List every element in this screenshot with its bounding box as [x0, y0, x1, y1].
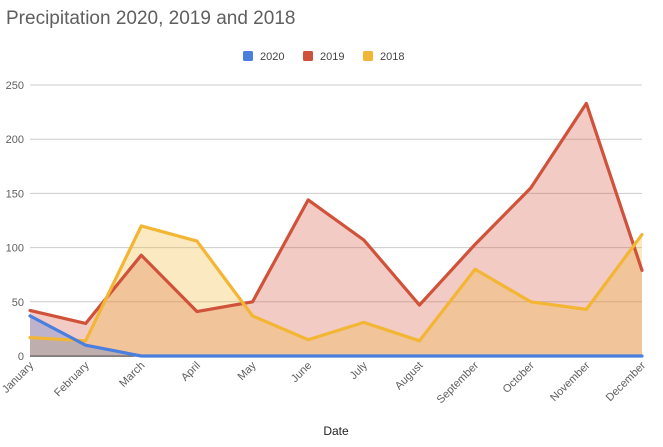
x-tick-label: October [501, 359, 537, 395]
legend-item-2020[interactable]: 2020 [243, 51, 284, 63]
series-lines [28, 101, 644, 358]
x-tick-label: September [435, 359, 482, 406]
legend-item-2019[interactable]: 2019 [303, 51, 344, 63]
y-tick-label: 150 [6, 188, 24, 200]
line-2019 [28, 101, 644, 326]
y-axis-ticks: 0 50 100 150 200 250 [6, 80, 24, 363]
line-2018 [28, 224, 644, 343]
x-tick-label: January [0, 359, 36, 396]
legend-swatch [243, 51, 253, 61]
x-tick-label: May [235, 359, 259, 383]
x-tick-label: April [179, 360, 203, 384]
legend[interactable]: 2020 2019 2018 [243, 51, 404, 63]
area-2019 [30, 103, 642, 356]
legend-label: 2018 [380, 51, 404, 63]
line-2020 [28, 314, 644, 358]
x-tick-label: February [52, 359, 92, 399]
y-tick-label: 0 [18, 351, 24, 363]
legend-label: 2019 [320, 51, 344, 63]
x-tick-label: November [548, 359, 593, 404]
y-tick-label: 50 [12, 297, 24, 309]
legend-swatch [303, 51, 313, 61]
series-areas [30, 103, 642, 356]
y-tick-label: 100 [6, 243, 24, 255]
x-tick-label: August [393, 360, 426, 393]
legend-item-2018[interactable]: 2018 [363, 51, 404, 63]
y-tick-label: 200 [6, 134, 24, 146]
x-axis-ticks: January February March April May June July Augu… [0, 359, 648, 406]
x-tick-label: July [348, 359, 371, 382]
chart-title: Precipitation 2020, 2019 and 2018 [6, 8, 296, 29]
x-axis-title: Date [323, 424, 349, 438]
area-2020 [30, 315, 642, 356]
x-tick-label: December [604, 359, 649, 404]
x-tick-label: March [117, 360, 147, 390]
y-tick-label: 250 [6, 80, 24, 92]
legend-label: 2020 [260, 51, 284, 63]
legend-swatch [363, 51, 373, 61]
x-tick-label: June [289, 360, 314, 385]
area-2018 [30, 225, 642, 356]
